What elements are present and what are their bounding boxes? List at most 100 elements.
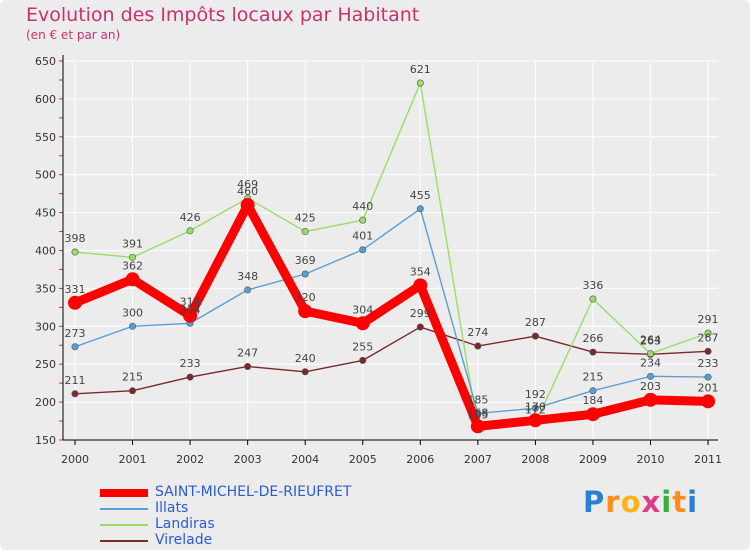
data-point (585, 407, 600, 422)
data-label: 354 (410, 265, 431, 278)
data-point (186, 227, 194, 235)
x-tick-label: 2011 (694, 453, 722, 466)
data-label: 336 (582, 279, 603, 292)
data-label: 255 (352, 340, 373, 353)
series-lines (68, 79, 716, 434)
data-point (413, 278, 428, 293)
data-label: 455 (410, 189, 431, 202)
data-point (470, 419, 485, 434)
data-point (244, 286, 252, 294)
data-point (589, 387, 597, 395)
logo-letter: o (620, 485, 642, 519)
data-point (589, 295, 597, 303)
data-label: 398 (65, 232, 86, 245)
chart-subtitle: (en € et par an) (26, 28, 121, 42)
legend-label: Landiras (155, 516, 215, 532)
data-label: 273 (65, 327, 86, 340)
data-label: 185 (467, 393, 488, 406)
data-label: 304 (180, 303, 201, 316)
logo-letter: i (661, 485, 673, 519)
axes: 150 200 250 300 350 400 450 500 550 600 650 2000 200… (35, 55, 722, 466)
x-tick-label: 2004 (291, 453, 319, 466)
data-point (71, 343, 79, 351)
data-label: 287 (525, 316, 546, 329)
x-tick-label: 2007 (464, 453, 492, 466)
data-point (704, 347, 712, 355)
data-label: 170 (525, 400, 546, 413)
data-point (244, 362, 252, 370)
data-point (71, 390, 79, 398)
data-label: 267 (698, 331, 719, 344)
data-point (704, 373, 712, 381)
legend-label: Virelade (155, 532, 213, 548)
x-tick-label: 2010 (637, 453, 665, 466)
data-label: 391 (122, 237, 143, 250)
data-point (701, 394, 716, 409)
logo-letter: i (687, 485, 699, 519)
data-label: 264 (640, 334, 661, 347)
data-label: 234 (640, 356, 661, 369)
data-labels: 331 362 314 460 320 304 354 168 170 184 203 201 273 3… (65, 63, 719, 422)
data-label: 369 (295, 254, 316, 267)
data-point (355, 316, 370, 331)
data-point (129, 322, 137, 330)
y-tick-label: 650 (35, 55, 56, 68)
data-point (589, 348, 597, 356)
legend-swatch (100, 524, 148, 526)
data-point (68, 295, 82, 310)
y-tick-label: 500 (35, 169, 56, 182)
data-label: 233 (180, 357, 201, 370)
x-tick-label: 2003 (234, 453, 262, 466)
data-label: 304 (352, 303, 373, 316)
data-label: 331 (65, 283, 86, 296)
data-point (301, 228, 309, 236)
data-point (531, 404, 539, 412)
data-point (704, 329, 712, 337)
logo-letter: r (605, 485, 621, 519)
y-tick-label: 550 (35, 131, 56, 144)
legend-label: SAINT-MICHEL-DE-RIEUFRET (155, 484, 352, 500)
data-label: 192 (525, 388, 546, 401)
data-point (125, 272, 140, 287)
data-label: 168 (467, 406, 488, 419)
data-point (301, 368, 309, 376)
legend-swatch (100, 489, 148, 497)
legend-label: Illats (155, 500, 189, 516)
data-point (71, 248, 79, 256)
data-point (301, 270, 309, 278)
data-label: 233 (698, 357, 719, 370)
data-label: 203 (640, 380, 661, 393)
data-point (298, 304, 313, 319)
x-tick-label: 2005 (349, 453, 377, 466)
data-label: 201 (698, 381, 719, 394)
logo-letter: t (672, 485, 688, 519)
data-label: 300 (122, 306, 143, 319)
data-point (646, 350, 654, 358)
data-point (359, 216, 367, 224)
y-tick-label: 400 (35, 245, 56, 258)
proxiti-logo: Proxiti (583, 485, 698, 519)
data-label: 348 (237, 270, 258, 283)
data-point (416, 323, 424, 331)
y-tick-label: 350 (35, 282, 56, 295)
logo-letter: P (583, 485, 606, 519)
data-point (129, 387, 137, 395)
data-label: 263 (640, 334, 661, 347)
data-label: 440 (352, 200, 373, 213)
chart-title: Evolution des Impôts locaux par Habitant (26, 4, 420, 26)
data-point (129, 253, 137, 261)
data-point (416, 79, 424, 87)
y-tick-label: 200 (35, 396, 56, 409)
data-point (531, 332, 539, 340)
line-chart: 150 200 250 300 350 400 450 500 550 600 650 2000 200… (35, 55, 722, 466)
data-label: 314 (180, 296, 201, 309)
x-tick-label: 2001 (119, 453, 147, 466)
data-label: 299 (410, 307, 431, 320)
legend-swatch (100, 508, 148, 510)
data-label: 621 (410, 63, 431, 76)
data-point (186, 373, 194, 381)
data-label: 320 (295, 291, 316, 304)
data-label: 469 (237, 178, 258, 191)
data-label: 401 (352, 230, 373, 243)
